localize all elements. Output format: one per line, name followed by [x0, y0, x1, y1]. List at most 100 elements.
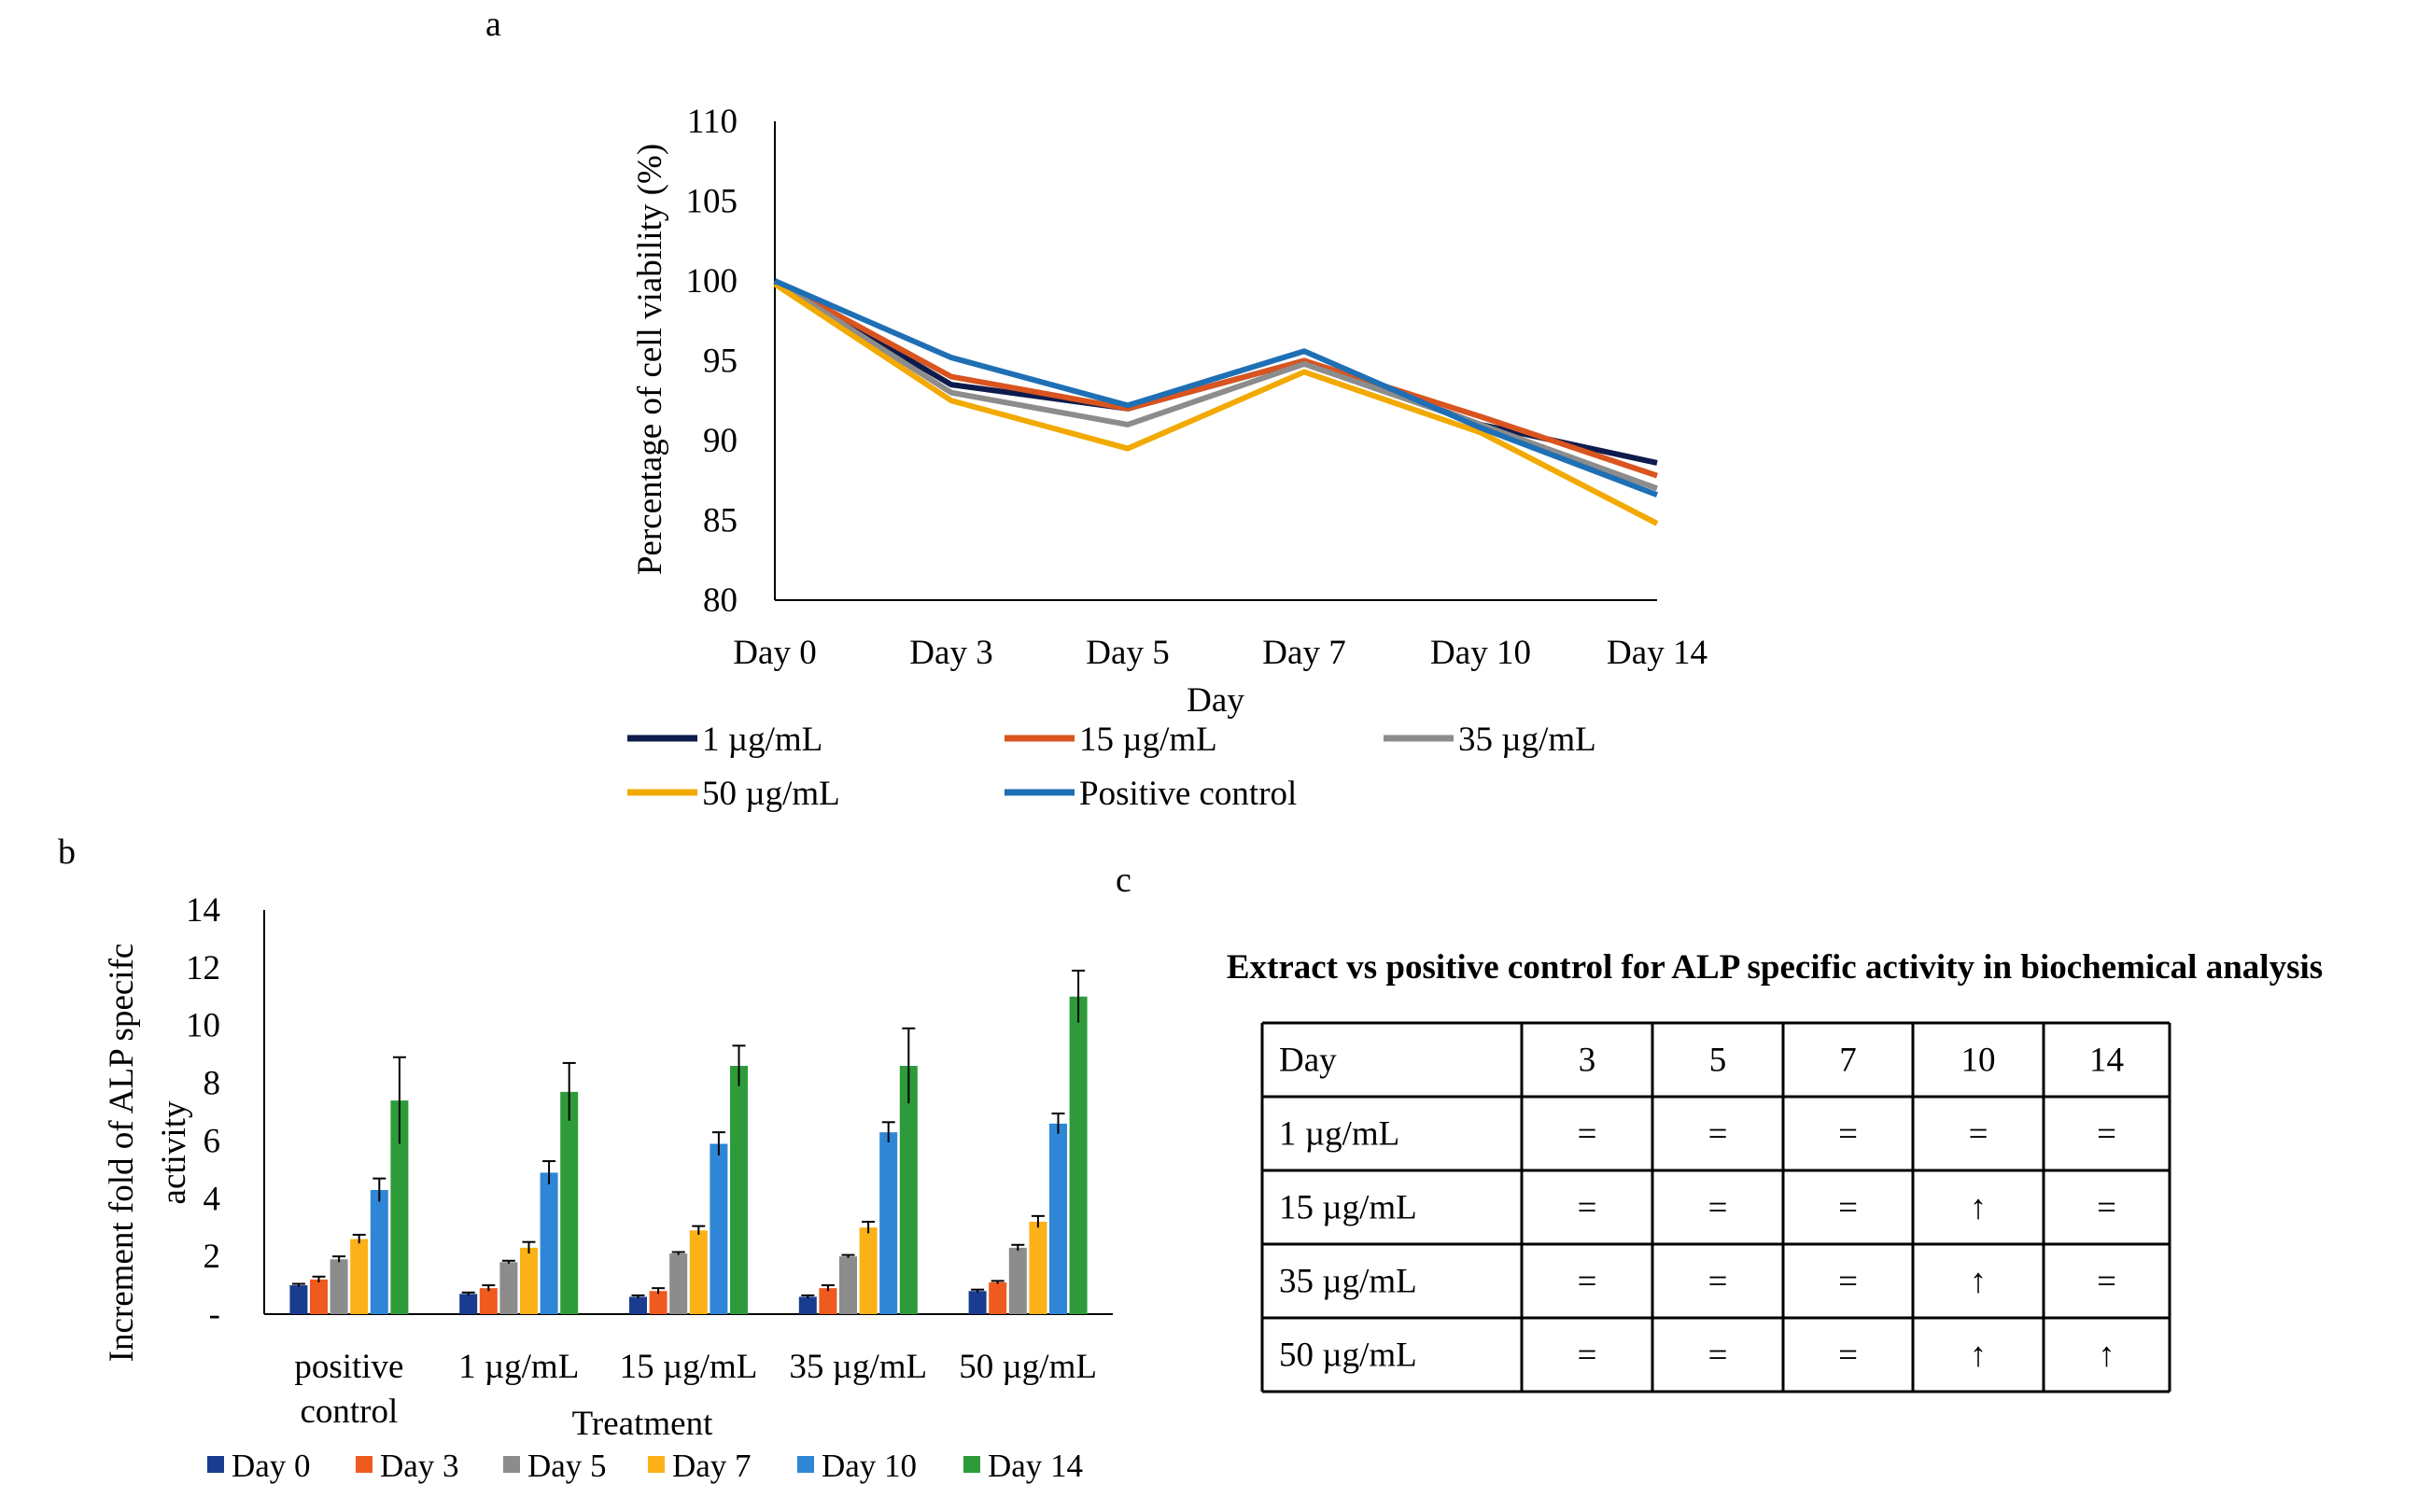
- bar-chart-x-title: Treatment: [572, 1405, 713, 1443]
- table-cell: =: [1838, 1115, 1858, 1154]
- bar-chart-x-tick-label: 1 µg/mL: [458, 1348, 579, 1386]
- table-row-label: 15 µg/mL: [1279, 1189, 1417, 1227]
- bar: [839, 1256, 857, 1314]
- line-chart-x-tick-label: Day 0: [733, 634, 816, 672]
- bar: [899, 1066, 918, 1314]
- table-cell: =: [1708, 1263, 1728, 1301]
- table-cell: =: [1969, 1115, 1988, 1154]
- bar: [1069, 996, 1088, 1314]
- bar: [560, 1091, 579, 1314]
- legend-swatch: [797, 1456, 814, 1473]
- line-series: [773, 281, 1659, 526]
- table-cell: =: [2097, 1263, 2116, 1301]
- table-header-cell: 3: [1579, 1042, 1596, 1080]
- table-cell: ↑: [2098, 1337, 2115, 1375]
- bar: [289, 1285, 308, 1314]
- line-series: [773, 278, 1658, 479]
- line-chart-y-tick-label: 110: [687, 103, 738, 141]
- table-cell: =: [1578, 1337, 1597, 1375]
- legend-swatch: [207, 1456, 224, 1473]
- panel-a-label: a: [485, 5, 501, 44]
- bar: [1049, 1123, 1067, 1314]
- legend-label: 15 µg/mL: [1079, 721, 1217, 759]
- table-cell: =: [1838, 1263, 1858, 1301]
- legend-swatch: [648, 1456, 665, 1473]
- line-chart-x-title: Day: [1187, 681, 1244, 720]
- legend-label: 1 µg/mL: [702, 721, 822, 759]
- bar: [479, 1288, 498, 1314]
- legend-label: 50 µg/mL: [702, 775, 840, 813]
- table-header-cell: Day: [1279, 1042, 1337, 1080]
- bar: [669, 1253, 688, 1314]
- bar: [879, 1132, 898, 1314]
- table-cell: =: [1708, 1189, 1728, 1227]
- legend-label: Day 5: [527, 1448, 607, 1484]
- table-cell: =: [2097, 1189, 2116, 1227]
- bar-chart-y-tick-label: -: [209, 1295, 220, 1334]
- line-chart-y-title: Percentage of cell viability (%): [631, 144, 669, 575]
- table-row-label: 1 µg/mL: [1279, 1115, 1399, 1154]
- line-chart-y-tick-label: 100: [686, 262, 738, 301]
- line-chart-y-tick-label: 85: [703, 502, 738, 540]
- bar-chart-x-tick-label: positive: [294, 1348, 403, 1386]
- bar-chart-y-tick-label: 8: [204, 1065, 221, 1103]
- legend-label: Day 3: [380, 1448, 459, 1484]
- bar-chart-y-tick-label: 10: [186, 1007, 220, 1045]
- bar: [989, 1281, 1007, 1314]
- line-series: [773, 278, 1659, 492]
- legend-swatch: [356, 1456, 372, 1473]
- table-header-cell: 7: [1839, 1042, 1857, 1080]
- bar: [330, 1259, 348, 1314]
- legend-label: Positive control: [1079, 775, 1297, 813]
- bar: [629, 1296, 647, 1314]
- table-title: Extract vs positive control for ALP spec…: [1227, 948, 2323, 987]
- bar: [819, 1288, 837, 1314]
- table-row-label: 50 µg/mL: [1279, 1337, 1417, 1375]
- panel-b-label: b: [58, 833, 76, 872]
- bar: [689, 1230, 708, 1314]
- bar: [370, 1190, 388, 1314]
- bar: [710, 1143, 728, 1314]
- bar: [730, 1066, 748, 1314]
- bar-chart-x-tick-label: 35 µg/mL: [789, 1348, 927, 1386]
- line-chart-x-tick-label: Day 7: [1262, 634, 1345, 672]
- table-cell: =: [1838, 1337, 1858, 1375]
- table-cell: =: [1838, 1189, 1858, 1227]
- bar: [1029, 1222, 1047, 1314]
- panel-c-label: c: [1116, 861, 1131, 900]
- legend-label: Day 14: [988, 1448, 1083, 1484]
- bar-chart-y-tick-label: 2: [204, 1238, 221, 1276]
- legend-label: Day 7: [672, 1448, 752, 1484]
- bar-chart-x-tick-label: control: [300, 1393, 398, 1431]
- bar-chart-y-title-line2: activity: [155, 1100, 193, 1204]
- table-cell: =: [1708, 1115, 1728, 1154]
- table-cell: =: [2097, 1115, 2116, 1154]
- line-chart-y-tick-label: 80: [703, 581, 738, 620]
- table-cell: =: [1578, 1189, 1597, 1227]
- bar: [859, 1227, 878, 1314]
- bar-chart-alp: - 2 4 6 8 10 12 14 positive control 1 µg/mL 15 µg/…: [103, 891, 1113, 1484]
- table-cell: ↑: [1970, 1263, 1988, 1301]
- line-chart-y-tick-label: 90: [703, 422, 738, 460]
- bar-chart-y-tick-label: 4: [204, 1180, 221, 1218]
- table-header-cell: 14: [2089, 1042, 2124, 1080]
- bar: [540, 1172, 558, 1314]
- bar: [649, 1291, 667, 1314]
- line-chart-y-tick-label: 95: [703, 343, 738, 381]
- table-cell: =: [1578, 1115, 1597, 1154]
- line-chart-x-tick-label: Day 5: [1086, 634, 1169, 672]
- legend-label: Day 10: [822, 1448, 917, 1484]
- legend-label: Day 0: [232, 1448, 311, 1484]
- bar: [350, 1239, 369, 1314]
- bar-chart-x-tick-label: 50 µg/mL: [959, 1348, 1097, 1386]
- bar: [459, 1294, 478, 1314]
- bar: [520, 1247, 538, 1314]
- table-cell: =: [1708, 1337, 1728, 1375]
- bar: [390, 1100, 409, 1314]
- bar: [499, 1262, 518, 1314]
- bar-chart-y-tick-label: 12: [186, 949, 220, 987]
- legend-label: 35 µg/mL: [1458, 721, 1596, 759]
- bar-chart-y-tick-label: 6: [204, 1122, 221, 1160]
- bar-chart-y-title-line1: Increment fold of ALP specifc: [103, 944, 141, 1363]
